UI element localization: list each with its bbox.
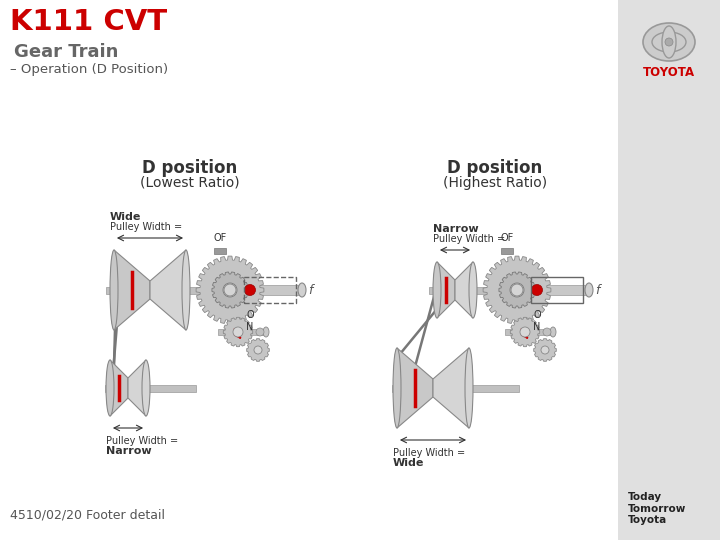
Ellipse shape bbox=[182, 250, 190, 330]
Circle shape bbox=[510, 283, 524, 297]
Ellipse shape bbox=[465, 348, 473, 428]
Circle shape bbox=[520, 327, 530, 337]
Polygon shape bbox=[150, 250, 186, 330]
Circle shape bbox=[254, 346, 262, 354]
Bar bbox=[106, 287, 276, 294]
Polygon shape bbox=[110, 360, 128, 416]
Circle shape bbox=[256, 328, 264, 336]
Polygon shape bbox=[510, 318, 540, 347]
Text: Pulley Width =: Pulley Width = bbox=[110, 222, 182, 232]
Polygon shape bbox=[433, 348, 469, 428]
Polygon shape bbox=[114, 250, 150, 330]
Bar bbox=[505, 329, 553, 335]
Bar bbox=[392, 384, 519, 391]
Ellipse shape bbox=[393, 348, 401, 428]
Text: D position: D position bbox=[447, 159, 543, 177]
Bar bbox=[531, 277, 583, 303]
Circle shape bbox=[543, 328, 551, 336]
Text: Pulley Width =: Pulley Width = bbox=[433, 234, 505, 244]
Text: f: f bbox=[308, 284, 312, 296]
Text: 4510/02/20 Footer detail: 4510/02/20 Footer detail bbox=[10, 508, 165, 521]
Ellipse shape bbox=[298, 283, 306, 297]
Text: OF: OF bbox=[500, 233, 513, 243]
Ellipse shape bbox=[662, 26, 676, 58]
Text: OF: OF bbox=[213, 233, 227, 243]
Circle shape bbox=[218, 278, 242, 302]
Ellipse shape bbox=[110, 250, 118, 330]
Text: O
N: O N bbox=[246, 310, 254, 332]
Ellipse shape bbox=[142, 360, 150, 416]
Text: D position: D position bbox=[143, 159, 238, 177]
Text: K111 CVT: K111 CVT bbox=[10, 8, 167, 36]
Circle shape bbox=[505, 278, 529, 302]
Polygon shape bbox=[128, 360, 146, 416]
Text: Today
Tomorrow
Toyota: Today Tomorrow Toyota bbox=[628, 492, 686, 525]
Text: Wide: Wide bbox=[393, 458, 424, 468]
Bar bbox=[501, 248, 513, 254]
Text: Pulley Width =: Pulley Width = bbox=[106, 436, 178, 446]
Polygon shape bbox=[196, 256, 264, 324]
Ellipse shape bbox=[643, 23, 695, 61]
Bar bbox=[218, 329, 266, 335]
Circle shape bbox=[531, 285, 542, 295]
Text: Gear Train: Gear Train bbox=[14, 43, 118, 61]
Text: Wide: Wide bbox=[110, 212, 141, 222]
Circle shape bbox=[233, 327, 243, 337]
Text: Pulley Width =: Pulley Width = bbox=[393, 448, 465, 458]
Text: (Lowest Ratio): (Lowest Ratio) bbox=[140, 176, 240, 190]
Text: (Highest Ratio): (Highest Ratio) bbox=[443, 176, 547, 190]
Text: TOYOTA: TOYOTA bbox=[643, 65, 695, 78]
Bar bbox=[244, 277, 296, 303]
Polygon shape bbox=[483, 256, 551, 324]
Ellipse shape bbox=[433, 262, 441, 318]
Polygon shape bbox=[397, 348, 433, 428]
Bar bbox=[618, 0, 720, 540]
Ellipse shape bbox=[550, 327, 556, 337]
Polygon shape bbox=[534, 339, 557, 361]
Bar bbox=[429, 287, 563, 294]
Ellipse shape bbox=[263, 327, 269, 337]
Bar bbox=[543, 285, 589, 295]
Text: – Operation (D Position): – Operation (D Position) bbox=[10, 63, 168, 76]
Bar bbox=[214, 248, 226, 254]
Circle shape bbox=[224, 284, 236, 296]
Bar bbox=[105, 384, 196, 391]
Text: Narrow: Narrow bbox=[106, 446, 152, 456]
Ellipse shape bbox=[469, 262, 477, 318]
Polygon shape bbox=[212, 272, 248, 308]
Ellipse shape bbox=[585, 283, 593, 297]
Text: O
N: O N bbox=[534, 310, 541, 332]
Circle shape bbox=[541, 346, 549, 354]
Polygon shape bbox=[247, 339, 269, 361]
Polygon shape bbox=[499, 272, 535, 308]
Text: f: f bbox=[595, 284, 599, 296]
Text: Narrow: Narrow bbox=[433, 224, 479, 234]
Circle shape bbox=[511, 284, 523, 296]
Circle shape bbox=[223, 283, 237, 297]
Ellipse shape bbox=[106, 360, 114, 416]
Polygon shape bbox=[437, 262, 455, 318]
Circle shape bbox=[245, 285, 256, 295]
Bar bbox=[256, 285, 302, 295]
Circle shape bbox=[665, 38, 673, 46]
Polygon shape bbox=[223, 318, 253, 347]
Polygon shape bbox=[455, 262, 473, 318]
